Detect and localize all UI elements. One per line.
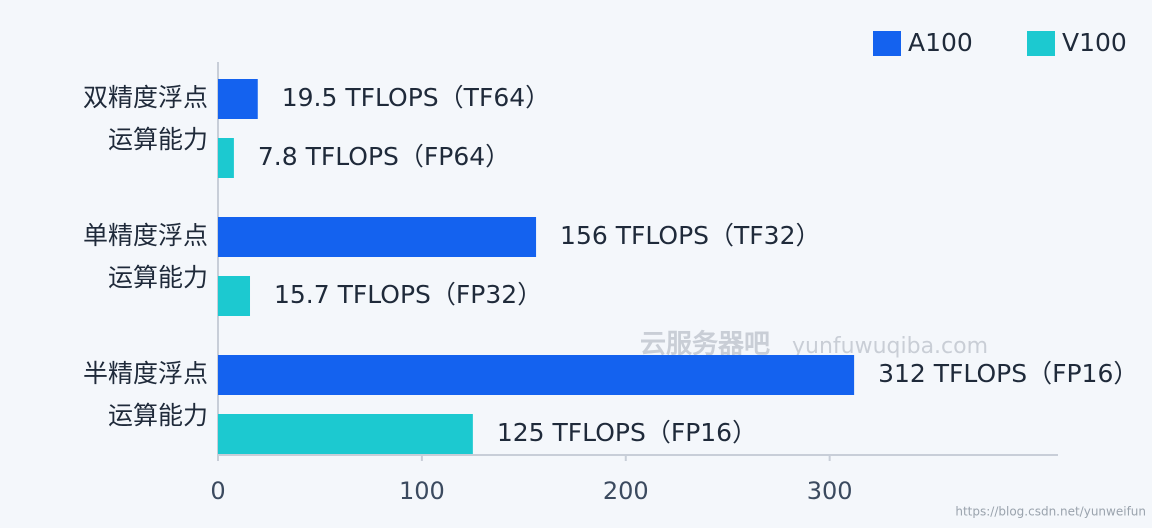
legend-label: A100 [908,28,973,57]
x-tick-label: 200 [603,477,649,505]
bar [218,355,855,395]
value-label: 156 TFLOPS（TF32） [560,221,820,250]
category-label: 双精度浮点运算能力 [83,83,208,154]
category-label: 单精度浮点运算能力 [83,221,208,292]
watermark: 云服务器吧 [640,330,770,360]
value-label: 125 TFLOPS（FP16） [497,418,757,447]
watermark-url: yunfuwuqiba.com [792,334,988,359]
legend-swatch [1027,31,1055,56]
legend-label: V100 [1062,28,1127,57]
bar [218,414,473,454]
bar [218,217,537,257]
x-tick-label: 300 [807,477,853,505]
value-label: 19.5 TFLOPS（TF64） [282,83,550,112]
category-label: 半精度浮点运算能力 [83,359,208,430]
x-tick-label: 100 [399,477,445,505]
bar [218,276,251,316]
bar [218,79,258,119]
bar [218,138,234,178]
source: https://blog.csdn.net/yunweifun [955,505,1146,519]
value-label: 15.7 TFLOPS（FP32） [274,280,542,309]
x-tick-label: 0 [210,477,225,505]
value-label: 7.8 TFLOPS（FP64） [258,142,510,171]
value-label: 312 TFLOPS（FP16） [878,359,1138,388]
legend-swatch [873,31,901,56]
